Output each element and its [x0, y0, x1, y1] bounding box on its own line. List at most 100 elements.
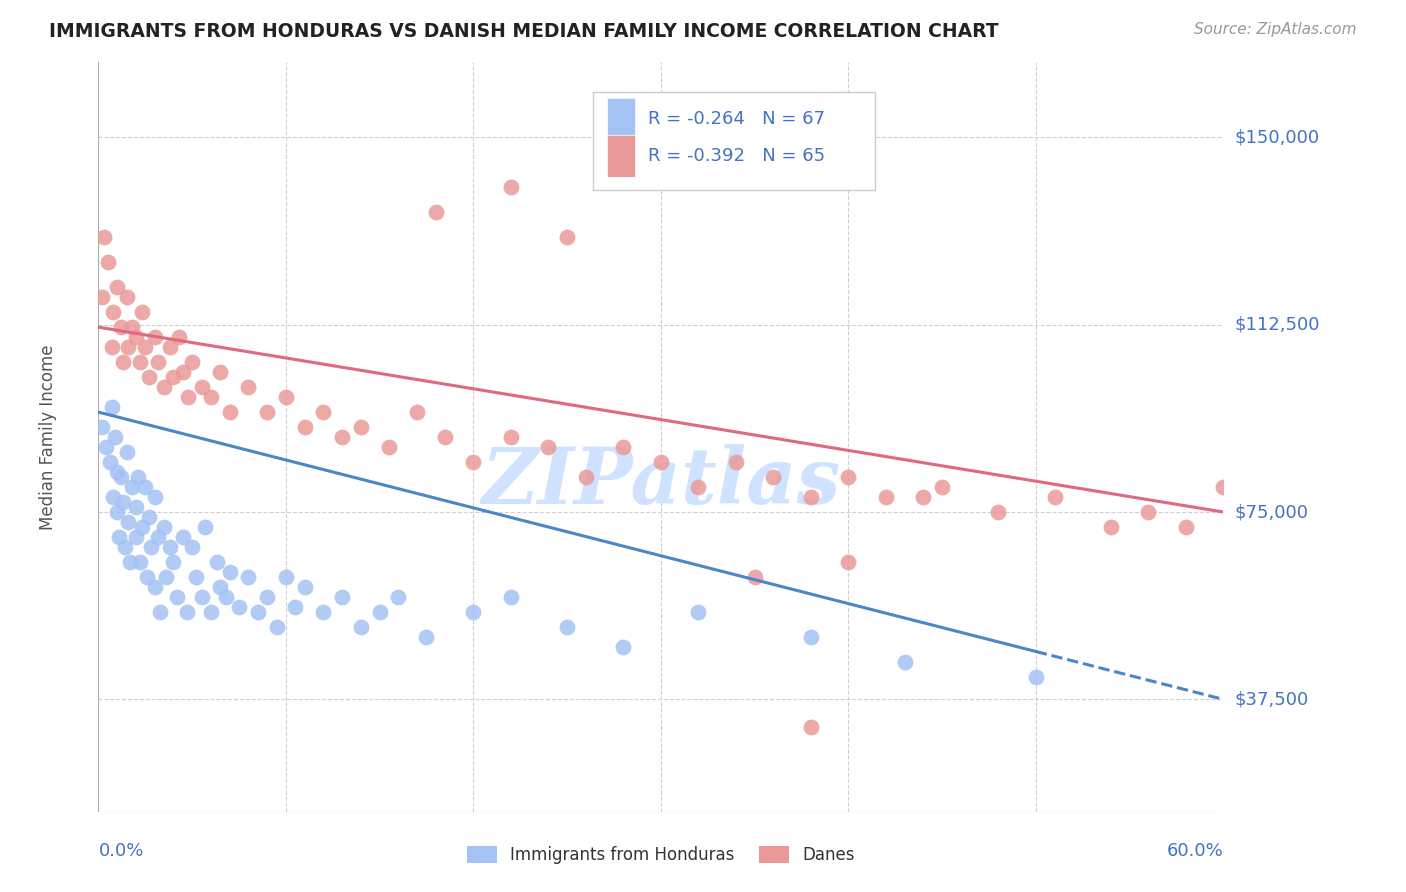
Point	[172, 530, 194, 544]
Point	[744, 570, 766, 584]
Point	[105, 505, 128, 519]
Point	[108, 530, 131, 544]
Point	[555, 230, 578, 244]
Point	[143, 580, 166, 594]
Point	[94, 440, 117, 454]
Point	[228, 599, 250, 614]
Point	[312, 605, 335, 619]
Point	[143, 490, 166, 504]
Point	[387, 590, 409, 604]
Point	[148, 355, 170, 369]
Point	[117, 340, 139, 354]
Point	[172, 365, 194, 379]
Point	[499, 430, 522, 444]
Point	[139, 540, 162, 554]
Point	[499, 180, 522, 194]
Point	[131, 520, 153, 534]
Point	[537, 440, 560, 454]
Point	[181, 540, 204, 554]
Point	[893, 655, 915, 669]
Point	[125, 500, 148, 514]
Point	[612, 440, 634, 454]
Point	[378, 440, 401, 454]
Point	[100, 340, 122, 354]
Point	[190, 590, 212, 604]
Point	[209, 580, 232, 594]
Point	[184, 570, 207, 584]
Text: $75,000: $75,000	[1234, 503, 1309, 521]
Point	[205, 555, 228, 569]
Point	[274, 390, 297, 404]
Point	[104, 430, 127, 444]
Point	[127, 470, 149, 484]
Point	[499, 590, 522, 604]
Point	[312, 405, 335, 419]
Point	[100, 400, 122, 414]
Text: $37,500: $37,500	[1234, 690, 1309, 708]
Point	[238, 570, 260, 584]
Text: IMMIGRANTS FROM HONDURAS VS DANISH MEDIAN FAMILY INCOME CORRELATION CHART: IMMIGRANTS FROM HONDURAS VS DANISH MEDIA…	[49, 22, 998, 41]
Text: R = -0.392   N = 65: R = -0.392 N = 65	[648, 147, 825, 165]
Point	[110, 320, 132, 334]
Point	[350, 620, 373, 634]
Point	[330, 590, 353, 604]
Point	[131, 305, 153, 319]
Point	[650, 455, 672, 469]
Point	[128, 355, 150, 369]
Point	[97, 255, 120, 269]
Bar	[607, 136, 636, 177]
Point	[167, 330, 190, 344]
Point	[111, 495, 134, 509]
Point	[125, 530, 148, 544]
Point	[155, 570, 177, 584]
Point	[800, 490, 823, 504]
Point	[166, 590, 188, 604]
Point	[176, 605, 198, 619]
Point	[159, 540, 181, 554]
Point	[153, 520, 176, 534]
Point	[91, 420, 114, 434]
Text: Source: ZipAtlas.com: Source: ZipAtlas.com	[1194, 22, 1357, 37]
Point	[215, 590, 238, 604]
Point	[1099, 520, 1122, 534]
Point	[1212, 480, 1234, 494]
Point	[987, 505, 1010, 519]
Point	[128, 555, 150, 569]
Point	[115, 445, 138, 459]
Point	[1025, 670, 1047, 684]
Point	[912, 490, 935, 504]
Point	[134, 340, 156, 354]
Point	[190, 380, 212, 394]
Point	[294, 420, 316, 434]
Point	[200, 605, 222, 619]
Point	[93, 230, 115, 244]
Point	[256, 590, 278, 604]
Point	[134, 480, 156, 494]
Text: 0.0%: 0.0%	[98, 842, 143, 860]
Point	[98, 455, 121, 469]
Point	[762, 470, 785, 484]
Point	[105, 465, 128, 479]
Point	[1137, 505, 1160, 519]
Point	[209, 365, 232, 379]
Point	[125, 330, 148, 344]
Point	[115, 290, 138, 304]
Point	[284, 599, 307, 614]
Point	[350, 420, 373, 434]
Point	[218, 565, 240, 579]
Point	[406, 405, 429, 419]
Point	[114, 540, 136, 554]
Point	[200, 390, 222, 404]
Point	[274, 570, 297, 584]
Point	[330, 430, 353, 444]
Point	[194, 520, 217, 534]
Point	[800, 630, 823, 644]
Point	[294, 580, 316, 594]
Text: ZIPatlas: ZIPatlas	[481, 444, 841, 520]
Point	[149, 605, 172, 619]
Point	[612, 640, 634, 654]
Point	[138, 510, 160, 524]
Point	[159, 340, 181, 354]
Point	[800, 720, 823, 734]
Point	[688, 480, 710, 494]
